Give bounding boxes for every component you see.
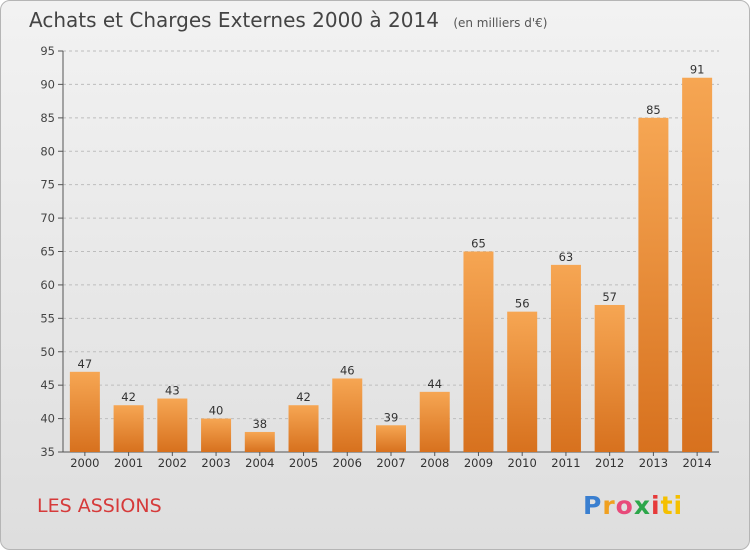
x-tick-label-2002: 2002 (158, 456, 187, 470)
value-label-2007: 39 (384, 410, 399, 424)
value-label-2011: 63 (559, 250, 574, 264)
bar-2002 (157, 398, 188, 452)
bar-2004 (244, 431, 275, 452)
bar-2008 (419, 391, 450, 452)
y-tick-label: 35 (40, 445, 55, 459)
y-tick-label: 50 (40, 345, 55, 359)
proxiti-logo: Proxiti (583, 491, 684, 520)
y-tick-label: 45 (40, 378, 55, 392)
x-tick-label-2010: 2010 (508, 456, 537, 470)
y-tick-label: 55 (40, 311, 55, 325)
bar-2009 (463, 251, 494, 452)
bar-2012 (594, 304, 625, 452)
value-label-2001: 42 (121, 390, 136, 404)
value-label-2014: 91 (690, 63, 705, 77)
y-tick-label: 60 (40, 278, 55, 292)
bar-2013 (638, 117, 669, 452)
bar-2000 (69, 371, 100, 452)
bar-2010 (507, 311, 538, 452)
y-tick-label: 75 (40, 178, 55, 192)
y-tick-label: 80 (40, 144, 55, 158)
value-label-2006: 46 (340, 363, 355, 377)
bar-2001 (113, 405, 144, 452)
y-tick-label: 90 (40, 77, 55, 91)
x-tick-label-2005: 2005 (289, 456, 318, 470)
x-tick-label-2013: 2013 (639, 456, 668, 470)
value-label-2002: 43 (165, 384, 180, 398)
value-label-2012: 57 (602, 290, 617, 304)
y-tick-label: 65 (40, 245, 55, 259)
y-tick-label: 95 (40, 44, 55, 58)
chart-unit: (en milliers d'€) (453, 16, 548, 30)
x-tick-label-2000: 2000 (70, 456, 99, 470)
y-tick-label: 85 (40, 111, 55, 125)
bar-2006 (332, 378, 363, 452)
x-tick-label-2011: 2011 (551, 456, 580, 470)
value-label-2004: 38 (252, 417, 267, 431)
value-label-2000: 47 (78, 357, 93, 371)
value-label-2010: 56 (515, 297, 530, 311)
x-tick-label-2014: 2014 (682, 456, 711, 470)
x-tick-label-2012: 2012 (595, 456, 624, 470)
x-tick-label-2006: 2006 (333, 456, 362, 470)
bar-2005 (288, 405, 319, 452)
chart-title: Achats et Charges Externes 2000 à 2014 (… (29, 8, 547, 32)
x-tick-label-2008: 2008 (420, 456, 449, 470)
y-tick-label: 70 (40, 211, 55, 225)
bar-2014 (682, 77, 713, 452)
x-tick-label-2009: 2009 (464, 456, 493, 470)
x-tick-label-2003: 2003 (201, 456, 230, 470)
x-tick-label-2001: 2001 (114, 456, 143, 470)
bar-2011 (550, 264, 581, 452)
y-tick-label: 40 (40, 412, 55, 426)
value-label-2013: 85 (646, 103, 661, 117)
chart-title-text: Achats et Charges Externes 2000 à 2014 (29, 8, 439, 32)
x-tick-label-2004: 2004 (245, 456, 274, 470)
value-label-2008: 44 (427, 377, 442, 391)
bar-2003 (201, 418, 232, 452)
bar-2007 (376, 425, 406, 452)
x-tick-label-2007: 2007 (376, 456, 405, 470)
value-label-2009: 65 (471, 237, 486, 251)
value-label-2003: 40 (209, 404, 224, 418)
value-label-2005: 42 (296, 390, 311, 404)
commune-name: LES ASSIONS (37, 495, 162, 517)
